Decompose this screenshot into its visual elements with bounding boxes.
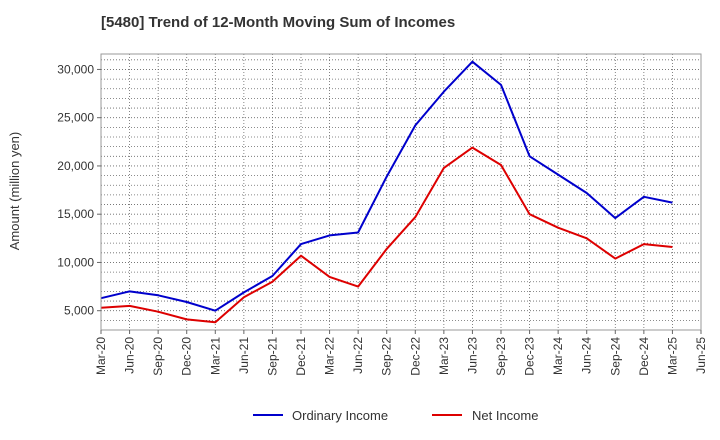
x-tick-label-2: Sep-20	[151, 337, 165, 376]
x-tick-label-1: Jun-20	[123, 337, 137, 374]
x-tick-label-7: Dec-21	[294, 337, 308, 376]
legend-label-ordinary-income: Ordinary Income	[292, 408, 388, 423]
chart-title: [5480] Trend of 12-Month Moving Sum of I…	[101, 14, 456, 31]
x-tick-label-13: Jun-23	[465, 337, 479, 374]
y-tick-label-0: 5,000	[64, 304, 94, 318]
x-tick-label-17: Jun-24	[580, 337, 594, 374]
y-tick-label-1: 10,000	[57, 255, 94, 269]
x-tick-label-9: Jun-22	[351, 337, 365, 374]
x-tick-label-20: Mar-25	[665, 337, 679, 375]
y-tick-label-4: 25,000	[57, 111, 94, 125]
y-tick-label-5: 30,000	[57, 62, 94, 76]
x-tick-label-8: Mar-22	[323, 337, 337, 375]
x-tick-label-10: Sep-22	[380, 337, 394, 376]
y-tick-label-2: 15,000	[57, 207, 94, 221]
y-axis-ticks: 5,000 10,000 15,000 20,000 25,000 30,000	[57, 62, 101, 318]
legend: Ordinary Income Net Income	[253, 408, 538, 423]
grid-lines	[100, 54, 702, 331]
x-tick-label-3: Dec-20	[180, 337, 194, 376]
x-tick-label-5: Jun-21	[237, 337, 251, 374]
x-tick-label-21: Jun-25	[694, 337, 708, 374]
plot-frame	[100, 53, 702, 331]
x-tick-label-12: Mar-23	[437, 337, 451, 375]
x-tick-label-19: Dec-24	[637, 337, 651, 376]
legend-label-net-income: Net Income	[472, 408, 538, 423]
y-tick-label-3: 20,000	[57, 159, 94, 173]
x-tick-label-11: Dec-22	[408, 337, 422, 376]
y-axis-title: Amount (million yen)	[7, 132, 22, 251]
x-tick-label-4: Mar-21	[208, 337, 222, 375]
x-tick-label-14: Sep-23	[494, 337, 508, 376]
x-tick-label-6: Sep-21	[265, 337, 279, 376]
x-tick-label-0: Mar-20	[94, 337, 108, 375]
x-tick-label-18: Sep-24	[608, 337, 622, 376]
plot-border	[100, 53, 702, 331]
series-lines	[100, 60, 673, 324]
x-tick-label-15: Dec-23	[523, 337, 537, 376]
x-axis-ticks: Mar-20 Jun-20 Sep-20 Dec-20 Mar-21 Jun-21 Sep-…	[94, 330, 708, 376]
x-tick-label-16: Mar-24	[551, 337, 565, 375]
